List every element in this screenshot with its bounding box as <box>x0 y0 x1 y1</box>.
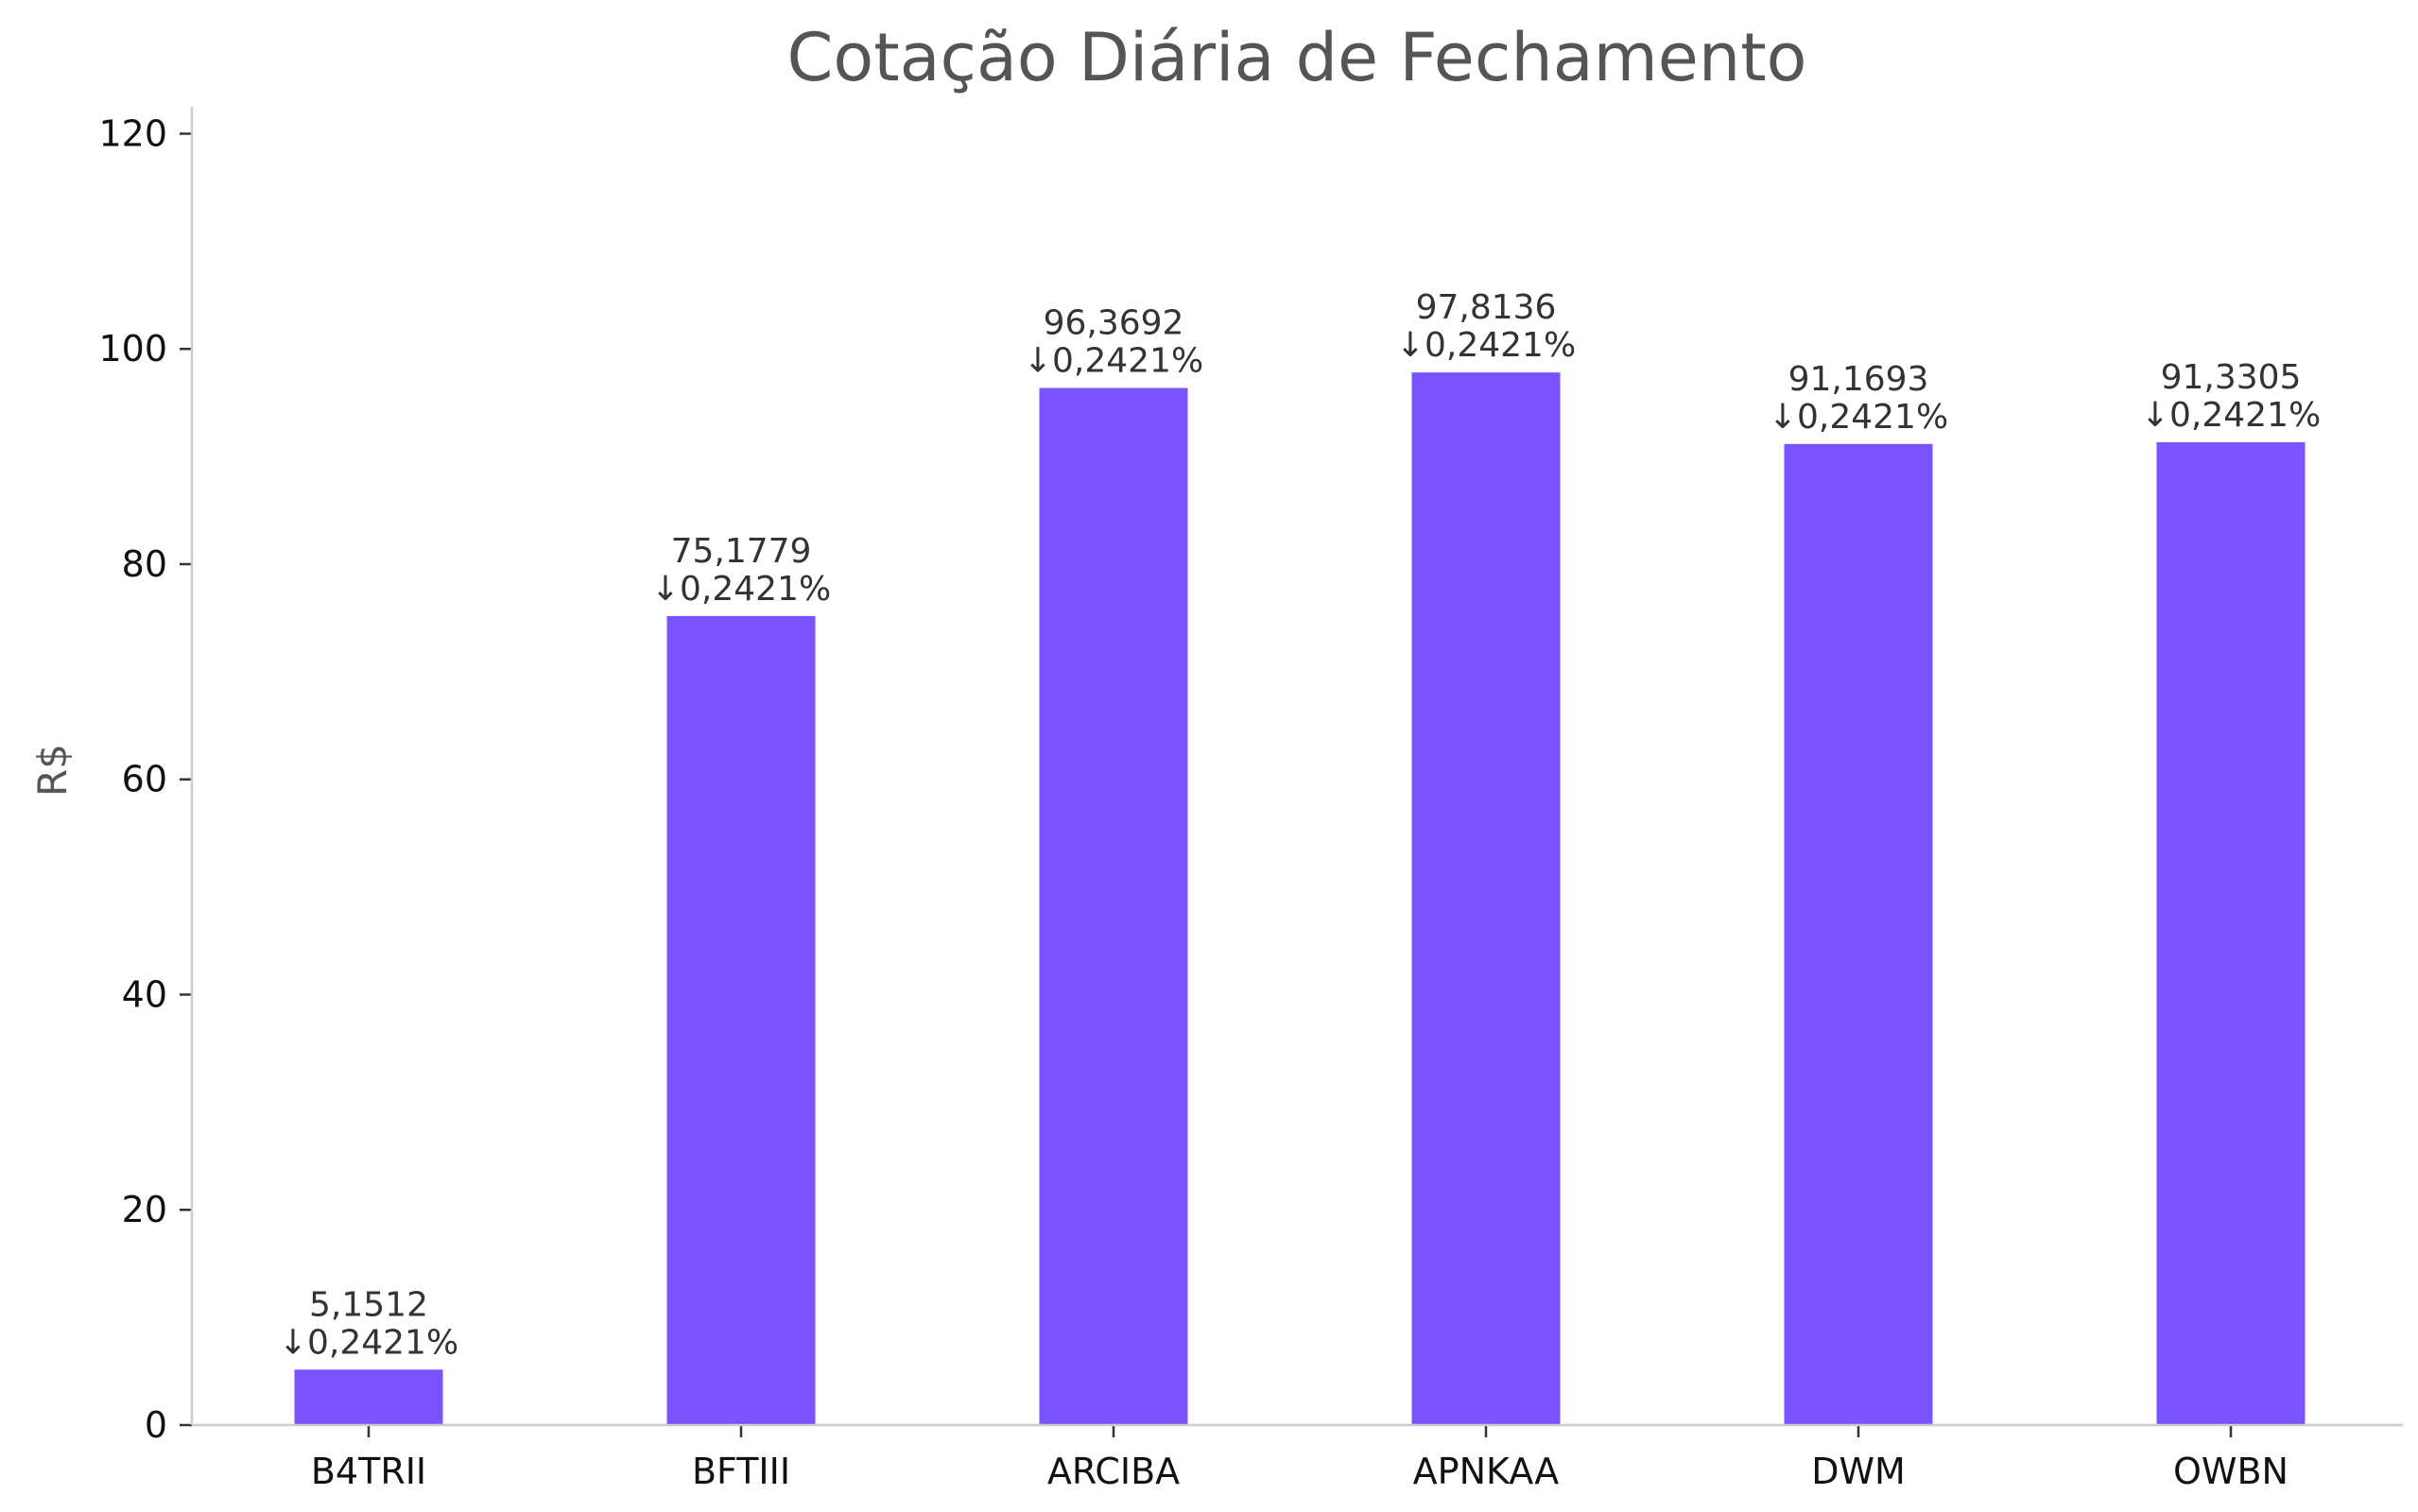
y-axis-label: R$ <box>29 744 76 797</box>
x-tick-label: ARCIBA <box>1047 1451 1180 1492</box>
value-label-owbn: 91,3305 <box>2161 358 2302 397</box>
y-tick-label: 120 <box>98 112 167 154</box>
y-tick-label: 20 <box>122 1189 167 1230</box>
value-label-bftiii: 75,1779 <box>671 532 812 571</box>
change-label-apnkaa: ↓0,2421% <box>1396 326 1576 365</box>
bar-bftiii <box>666 615 816 1425</box>
bar-owbn <box>2156 441 2306 1425</box>
chart-title: Cotação Diária de Fechamento <box>786 19 1806 96</box>
x-tick-label: BFTIII <box>692 1451 790 1492</box>
x-tick-label: OWBN <box>2173 1451 2288 1492</box>
x-tick-label: B4TRII <box>311 1451 426 1492</box>
x-tick-label: APNKAA <box>1413 1451 1560 1492</box>
bar-apnkaa <box>1411 372 1561 1425</box>
value-label-apnkaa: 97,8136 <box>1416 288 1557 327</box>
x-tick-label: DWM <box>1811 1451 1906 1492</box>
change-label-arciba: ↓0,2421% <box>1024 342 1203 381</box>
y-tick-label: 80 <box>122 543 167 585</box>
bar-arciba <box>1039 387 1188 1425</box>
y-tick-label: 60 <box>122 759 167 800</box>
value-labels-layer: 5,1512↓0,2421%75,1779↓0,2421%96,3692↓0,2… <box>279 288 2321 1362</box>
value-label-arciba: 96,3692 <box>1044 304 1184 343</box>
change-label-owbn: ↓0,2421% <box>2141 396 2321 435</box>
y-tick-label: 40 <box>122 973 167 1015</box>
change-label-b4trii: ↓0,2421% <box>279 1323 458 1362</box>
bar-b4trii <box>294 1369 443 1425</box>
y-tick-label: 100 <box>98 328 167 369</box>
y-tick-label: 0 <box>145 1404 167 1446</box>
value-label-dwm: 91,1693 <box>1788 360 1929 399</box>
change-label-dwm: ↓0,2421% <box>1769 398 1948 437</box>
value-label-b4trii: 5,1512 <box>309 1285 428 1324</box>
bars-layer <box>294 372 2306 1425</box>
axes-layer: B4TRII BFTIII ARCIBA APNKAA DWM OWBN 0 20 40 60 80… <box>98 107 2403 1492</box>
change-label-bftiii: ↓0,2421% <box>651 570 831 609</box>
bar-dwm <box>1784 443 1933 1425</box>
